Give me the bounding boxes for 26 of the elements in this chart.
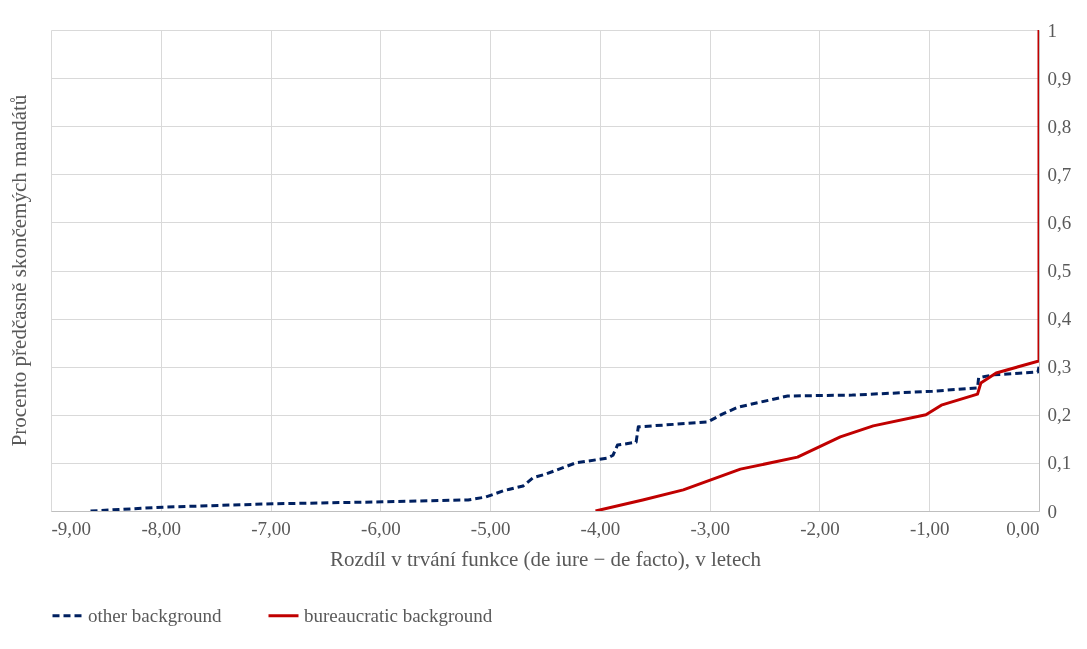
x-tick-label: -4,00 [580,517,621,539]
legend-label: bureaucratic background [304,604,493,626]
x-tick-label: -2,00 [800,517,840,539]
y-tick-label: 0,9 [1047,67,1072,89]
y-tick-label: 0,5 [1047,260,1072,281]
y-tick-label: 1 [1047,19,1057,41]
x-tick-label: -6,00 [361,517,401,539]
y-tick-label: 0,8 [1047,115,1072,137]
y-axis-title: Procento předčasně skončemých mandátů [6,94,31,447]
x-tick-label: -1,00 [909,517,950,539]
y-tick-label: 0,4 [1047,308,1072,330]
x-axis-title: Rozdíl v trvání funkce (de iure − de facto), v letech [329,546,762,571]
y-tick-label: 0,2 [1047,404,1072,426]
x-tick-label: -8,00 [141,517,182,539]
legend-label: other background [88,604,222,626]
x-tick-label: -7,00 [251,517,291,539]
x-tick-label: -5,00 [470,517,511,539]
y-tick-label: 0 [1047,500,1057,522]
y-tick-label: 0,7 [1047,163,1072,185]
x-tick-label: 0,00 [1006,517,1040,539]
x-tick-label: -9,00 [51,517,92,539]
x-tick-label: -3,00 [690,517,730,539]
y-tick-label: 0,1 [1047,452,1072,474]
y-tick-label: 0,6 [1047,211,1072,233]
y-tick-label: 0,3 [1047,356,1072,378]
line-series [89,365,1039,511]
